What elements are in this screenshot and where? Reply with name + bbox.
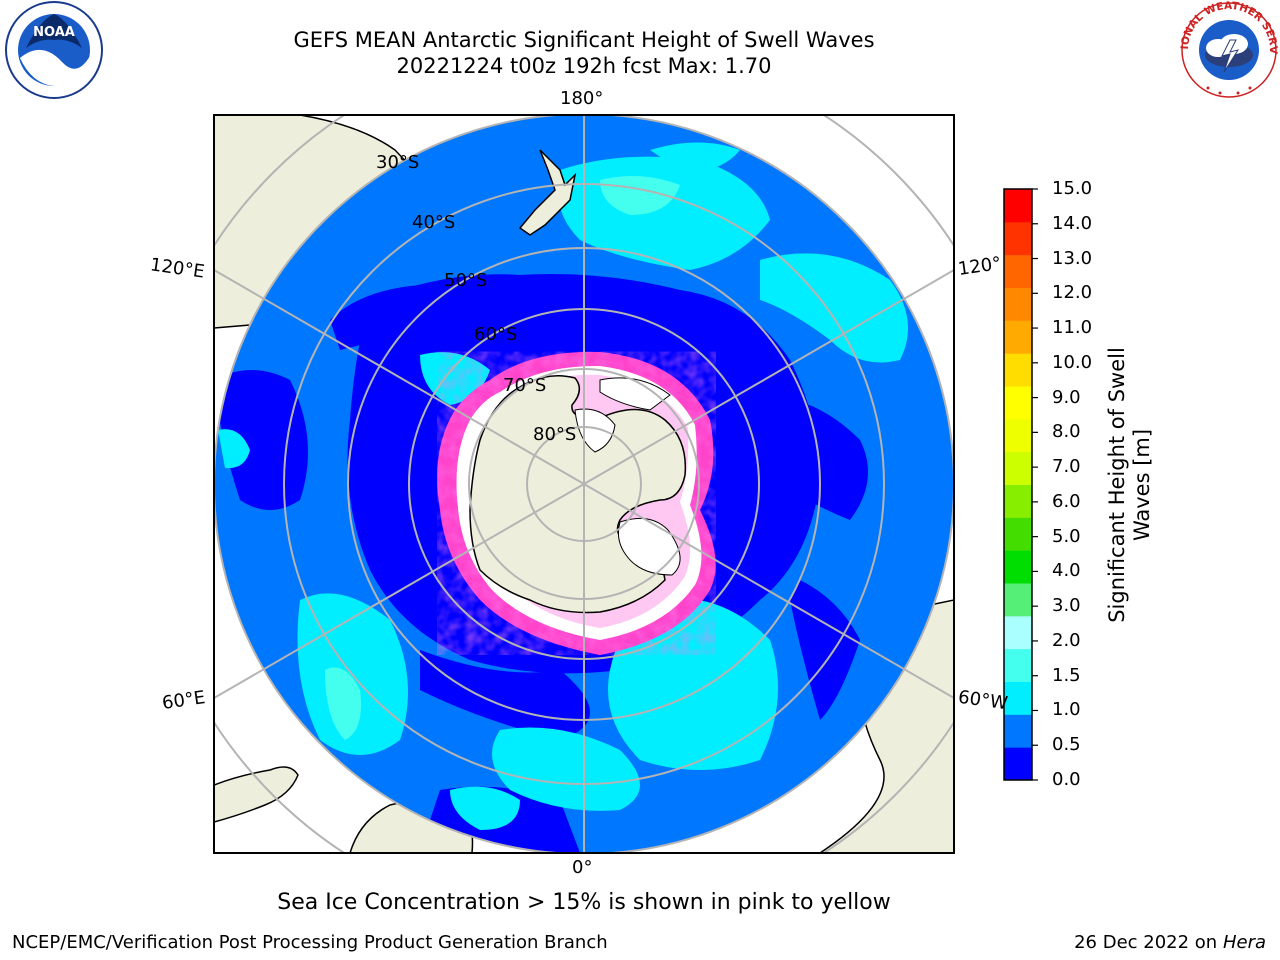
lat-label-60s: 60°S: [474, 324, 518, 345]
footer-credit: NCEP/EMC/Verification Post Processing Pr…: [12, 932, 608, 953]
colorbar-tick-label: 7.0: [1052, 456, 1081, 478]
colorbar-swatch-10: [1004, 418, 1032, 453]
colorbar-tick-label: 2.0: [1052, 629, 1081, 651]
colorbar-swatch-3: [1004, 648, 1032, 682]
antarctica: [437, 351, 716, 655]
lon-label-180: 180°: [560, 88, 604, 109]
colorbar-swatch-7: [1004, 517, 1032, 551]
colorbar-swatch-17: [1004, 189, 1032, 223]
lat-label-50s: 50°S: [444, 270, 488, 291]
colorbar-swatch-5: [1004, 583, 1032, 617]
colorbar-tick-label: 4.0: [1052, 560, 1081, 582]
colorbar-swatch-9: [1004, 451, 1032, 485]
lon-label-0: 0°: [572, 857, 593, 878]
lat-label-70s: 70°S: [503, 375, 547, 396]
colorbar-tick-label: 10.0: [1052, 351, 1093, 373]
lat-label-80s: 80°S: [533, 424, 577, 445]
colorbar-tick-label: 5.0: [1052, 525, 1081, 547]
colorbar-swatch-14: [1004, 287, 1032, 321]
colorbar-tick-label: 14.0: [1052, 212, 1093, 234]
colorbar-tick-label: 0.5: [1052, 734, 1081, 756]
colorbar-tick-label: 12.0: [1052, 282, 1093, 304]
colorbar-swatch-11: [1004, 386, 1032, 420]
caption: Sea Ice Concentration > 15% is shown in …: [277, 890, 891, 915]
national-weather-service-logo: NATIONAL WEATHER SERVICE: [1178, 0, 1279, 98]
colorbar-tick-label: 1.5: [1052, 664, 1081, 686]
colorbar-tick-label: 9.0: [1052, 386, 1081, 408]
lat-label-40s: 40°S: [412, 212, 456, 233]
noaa-logo: NOAA: [5, 1, 103, 99]
colorbar-tick-label: 13.0: [1052, 247, 1093, 269]
footer-date: 26 Dec 2022 on Hera: [1074, 932, 1266, 953]
graticule: [214, 115, 954, 853]
colorbar-tick-label: 3.0: [1052, 595, 1081, 617]
colorbar-swatch-13: [1004, 320, 1032, 354]
colorbar-tick-label: 1.0: [1052, 699, 1081, 721]
map-frame: [213, 114, 955, 854]
colorbar-tick-label: 8.0: [1052, 421, 1081, 443]
new-zealand: [518, 149, 577, 236]
noaa-logo-text: NOAA: [33, 25, 75, 40]
colorbar-swatch-2: [1004, 681, 1032, 715]
footer-date-text: 26 Dec 2022 on: [1074, 932, 1218, 953]
colorbar-title-line1: Significant Height of Swell: [1105, 347, 1129, 623]
colorbar-swatch-1: [1004, 714, 1032, 748]
colorbar-swatch-0: [1004, 747, 1032, 781]
colorbar-swatch-16: [1004, 221, 1032, 256]
colorbar-swatch-12: [1004, 353, 1032, 387]
lat-label-30s: 30°S: [376, 152, 420, 173]
chart-title: GEFS MEAN Antarctic Significant Height o…: [293, 28, 875, 52]
colorbar-tick-label: 0.0: [1052, 769, 1081, 790]
chart-subtitle: 20221224 t00z 192h fcst Max: 1.70: [396, 54, 772, 78]
colorbar-title-line2: Waves [m]: [1130, 428, 1154, 542]
colorbar-swatch-15: [1004, 254, 1032, 288]
colorbar: [1003, 188, 1038, 781]
colorbar-tick-label: 11.0: [1052, 317, 1093, 339]
colorbar-tick-label: 6.0: [1052, 490, 1081, 512]
colorbar-swatch-6: [1004, 550, 1032, 584]
colorbar-tick-label: 15.0: [1052, 178, 1093, 199]
colorbar-swatch-4: [1004, 615, 1032, 650]
colorbar-swatch-8: [1004, 484, 1032, 518]
colorbar-frame: [1003, 188, 1033, 781]
footer-host: Hera: [1222, 932, 1266, 953]
